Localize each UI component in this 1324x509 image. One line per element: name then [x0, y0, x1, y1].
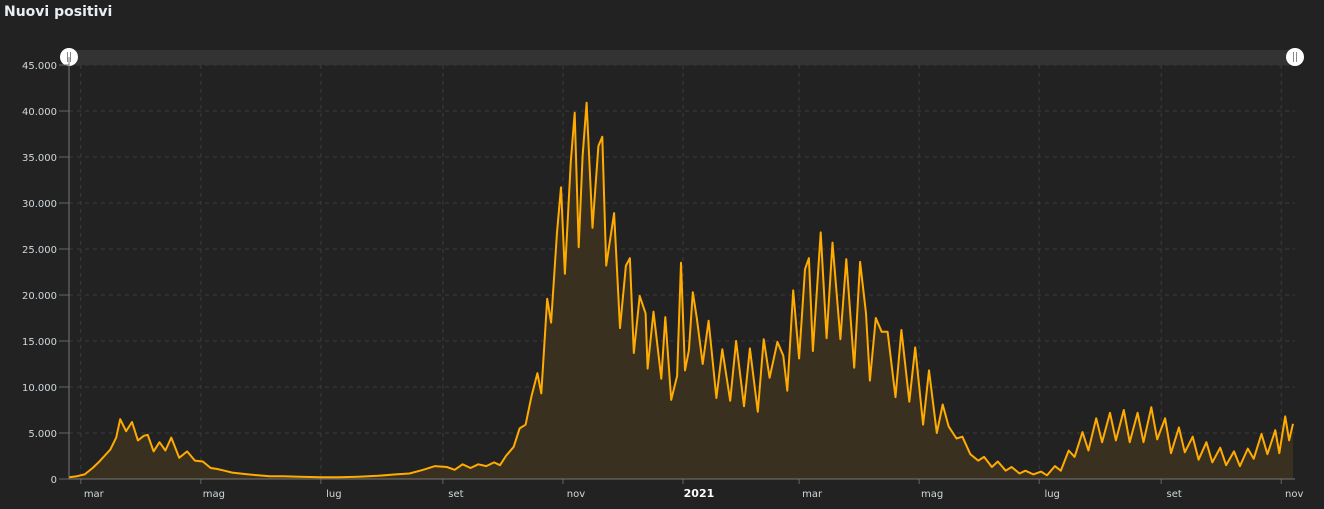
- y-tick-label: 0: [51, 475, 57, 486]
- y-tick-label: 45.000: [22, 61, 57, 72]
- y-tick-label: 10.000: [22, 383, 57, 394]
- x-tick-label: set: [448, 489, 463, 500]
- y-tick-label: 5.000: [28, 429, 57, 440]
- handle-circle[interactable]: [1286, 48, 1304, 66]
- navigator-handle-right[interactable]: [1286, 48, 1304, 66]
- y-tick-label: 30.000: [22, 199, 57, 210]
- y-tick-label: 20.000: [22, 291, 57, 302]
- x-tick-label: mar: [802, 489, 823, 500]
- navigator-track[interactable]: [69, 50, 1295, 65]
- x-tick-label: mar: [84, 489, 105, 500]
- x-tick-label: mag: [921, 489, 943, 500]
- x-tick-label: lug: [326, 489, 341, 500]
- x-tick-label: 2021: [684, 487, 715, 500]
- series: [68, 101, 1294, 479]
- y-tick-label: 35.000: [22, 153, 57, 164]
- axes: 0 5.000 10.000 15.000 20.000 25.000 30.000 35.0…: [22, 57, 1303, 500]
- x-tick-label: lug: [1044, 489, 1059, 500]
- x-tick-label: nov: [567, 489, 585, 500]
- range-navigator[interactable]: [60, 48, 1304, 66]
- x-tick-label: set: [1167, 489, 1182, 500]
- y-tick-label: 15.000: [22, 337, 57, 348]
- series-line: [68, 101, 1294, 479]
- y-tick-label: 40.000: [22, 107, 57, 118]
- x-tick-label: nov: [1285, 489, 1303, 500]
- chart-title: Nuovi positivi: [4, 4, 113, 20]
- y-tick-label: 25.000: [22, 245, 57, 256]
- x-tick-label: mag: [203, 489, 225, 500]
